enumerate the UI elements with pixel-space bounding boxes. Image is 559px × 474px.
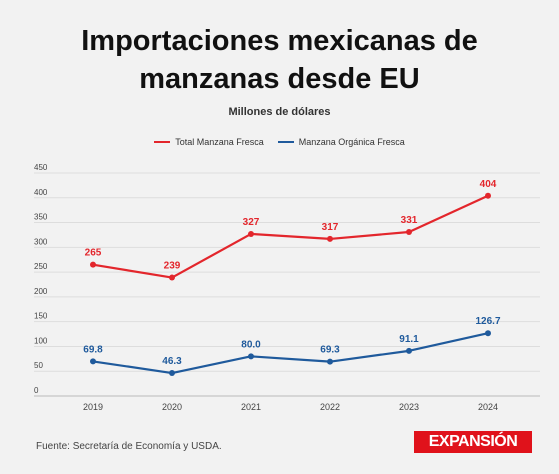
data-label: 404 — [480, 179, 497, 190]
y-tick-label: 350 — [34, 213, 48, 222]
y-tick-label: 200 — [34, 287, 48, 296]
x-tick-label: 2022 — [320, 402, 340, 412]
source-note: Fuente: Secretaría de Economía y USDA. — [36, 441, 222, 452]
data-point — [485, 192, 491, 199]
chart-title-line-1: Importaciones mexicanas de — [81, 25, 478, 57]
y-tick-label: 150 — [34, 312, 48, 321]
data-label: 69.8 — [83, 344, 103, 355]
data-label: 317 — [322, 222, 339, 233]
data-label: 331 — [401, 215, 418, 226]
x-tick-label: 2023 — [399, 402, 419, 412]
y-tick-label: 400 — [34, 188, 48, 197]
y-tick-label: 50 — [34, 361, 43, 370]
y-tick-label: 100 — [34, 336, 48, 345]
chart-title: Importaciones mexicanas de manzanas desd… — [0, 22, 559, 98]
data-label: 69.3 — [320, 345, 340, 356]
x-tick-label: 2024 — [478, 402, 498, 412]
data-point — [248, 353, 254, 360]
data-label: 265 — [85, 248, 102, 259]
data-point — [248, 230, 254, 237]
data-label: 126.7 — [475, 316, 500, 327]
y-tick-label: 300 — [34, 237, 48, 246]
chart-subtitle: Millones de dólares — [228, 106, 331, 118]
data-point — [406, 228, 412, 235]
y-tick-label: 0 — [34, 386, 39, 395]
data-point — [90, 358, 96, 365]
y-tick-label: 450 — [34, 163, 48, 172]
data-label: 327 — [243, 217, 260, 228]
legend-item-fresh: Total Manzana Fresca — [154, 137, 264, 147]
x-tick-label: 2021 — [241, 402, 261, 412]
legend-swatch-organic — [277, 141, 294, 143]
data-label: 46.3 — [162, 356, 182, 367]
x-tick-label: 2019 — [83, 402, 103, 412]
legend-label-fresh: Total Manzana Fresca — [175, 137, 264, 147]
y-tick-label: 250 — [34, 262, 48, 271]
legend-item-organic: Manzana Orgánica Fresca — [277, 137, 405, 147]
x-tick-label: 2020 — [162, 402, 182, 412]
data-label: 80.0 — [241, 339, 261, 350]
data-label: 91.1 — [399, 334, 419, 345]
legend-swatch-fresh — [154, 141, 171, 143]
data-point — [327, 358, 333, 365]
series-line-fresh — [92, 194, 489, 279]
series-line-organic — [92, 332, 489, 375]
data-point — [90, 261, 96, 268]
data-point — [169, 274, 175, 281]
data-point — [485, 330, 491, 337]
data-label: 239 — [164, 261, 181, 272]
chart-title-line-2: manzanas desde EU — [139, 63, 420, 95]
line-chart: 0 50 100 150 200 250 300 350 400 450 2019 2020 2021 2… — [34, 163, 540, 412]
data-point — [169, 370, 175, 377]
legend-label-organic: Manzana Orgánica Fresca — [298, 137, 405, 147]
data-point — [406, 347, 412, 354]
data-point — [327, 235, 333, 242]
expansion-logo: EXPANSIÓN — [414, 431, 532, 453]
legend: Total Manzana Fresca Manzana Orgánica Fr… — [0, 137, 559, 147]
